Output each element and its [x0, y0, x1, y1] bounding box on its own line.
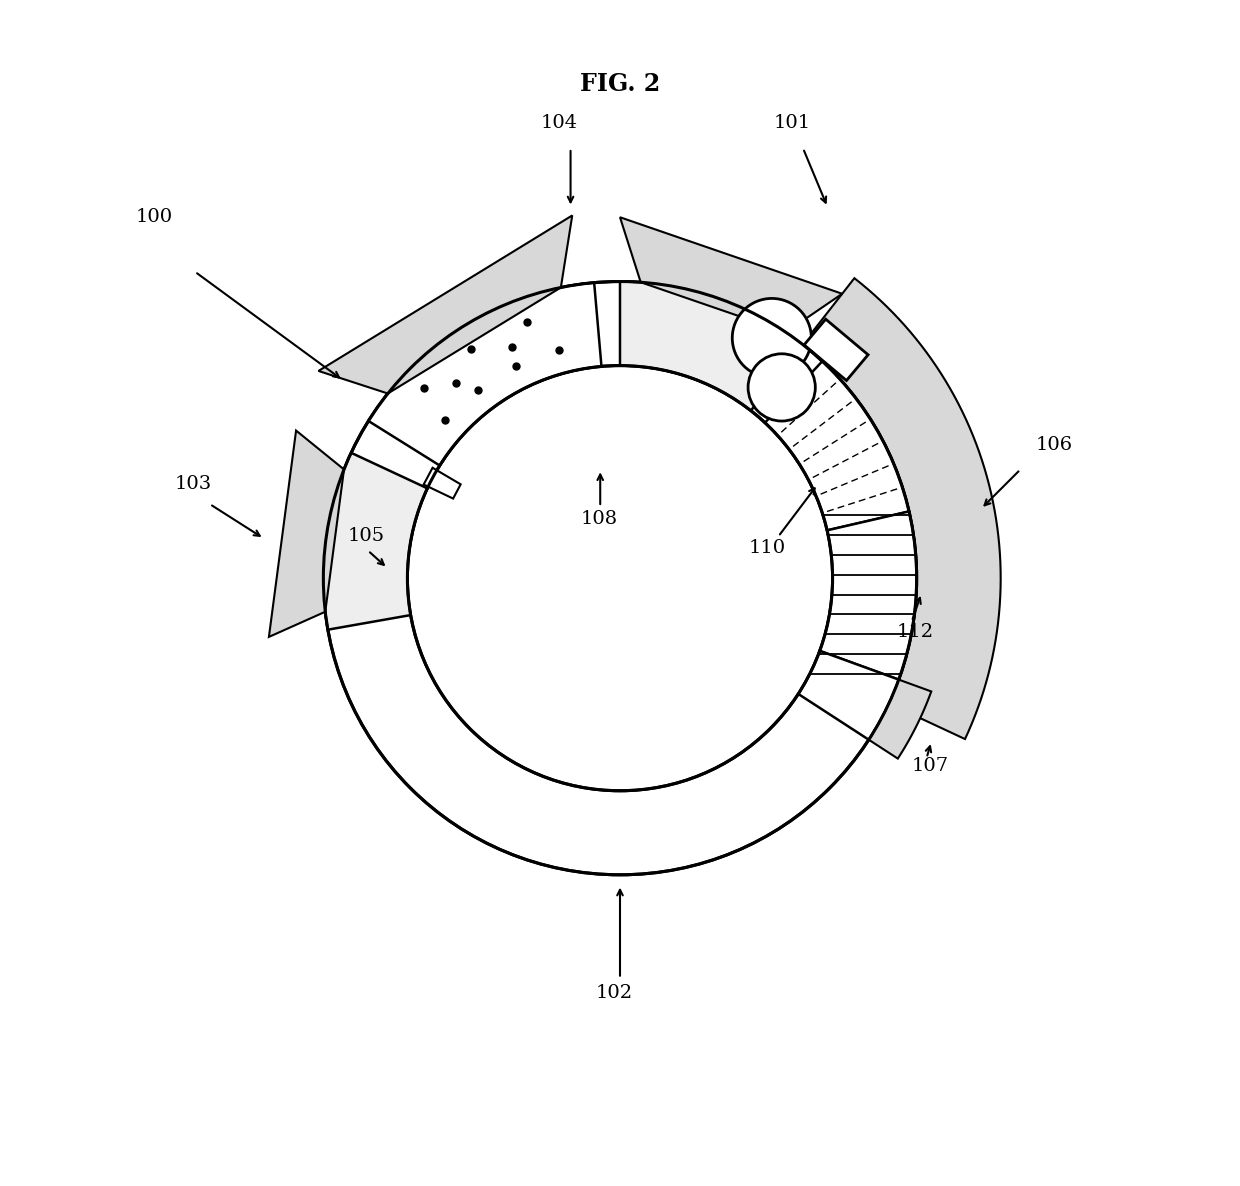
Circle shape [733, 299, 811, 377]
Text: 102: 102 [595, 984, 632, 1002]
Text: 104: 104 [541, 114, 578, 133]
Polygon shape [324, 453, 428, 630]
Text: 110: 110 [749, 540, 786, 557]
Polygon shape [424, 467, 461, 498]
Polygon shape [269, 431, 343, 637]
Polygon shape [620, 217, 842, 332]
Text: 108: 108 [580, 510, 618, 528]
Text: FIG. 2: FIG. 2 [580, 72, 660, 96]
Text: 107: 107 [911, 757, 949, 774]
Text: 101: 101 [774, 114, 811, 133]
Polygon shape [820, 511, 916, 680]
Text: 100: 100 [135, 209, 172, 227]
Circle shape [748, 353, 816, 421]
Polygon shape [804, 319, 868, 381]
Text: 105: 105 [348, 527, 386, 544]
Polygon shape [802, 279, 1001, 739]
Polygon shape [368, 282, 601, 466]
Polygon shape [319, 216, 572, 394]
Polygon shape [765, 362, 909, 530]
Polygon shape [620, 281, 802, 410]
Polygon shape [869, 680, 931, 759]
Text: 112: 112 [897, 624, 934, 642]
Polygon shape [799, 651, 899, 740]
Text: 106: 106 [1035, 435, 1073, 453]
Text: 103: 103 [175, 476, 212, 493]
